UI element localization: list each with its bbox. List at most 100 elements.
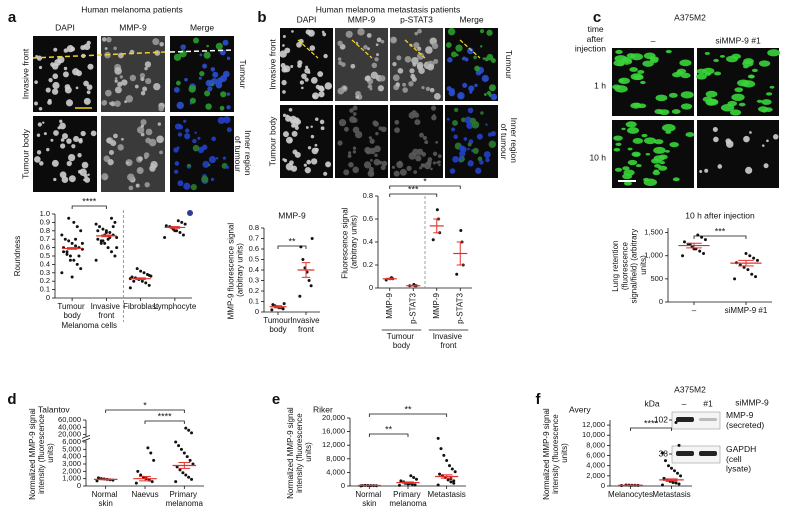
micrograph-texture [207, 163, 211, 167]
micrograph-texture [282, 158, 286, 161]
micrograph-texture [174, 123, 182, 130]
row-label: Invasive front [267, 39, 277, 90]
micrograph-texture [225, 165, 230, 169]
micrograph-texture [79, 168, 87, 176]
axis-break [81, 437, 91, 442]
band-label: GAPDH (cell lysate) [726, 444, 759, 474]
data-point [147, 283, 151, 287]
micrograph-texture [642, 60, 654, 67]
micrograph-texture [50, 138, 54, 142]
micrograph-texture [672, 72, 682, 78]
axis-break [81, 434, 91, 439]
data-point [660, 451, 664, 455]
column-header: siMMP-9 #1 [715, 35, 761, 45]
data-point [79, 267, 83, 271]
x-tick-label: Invasive front [91, 302, 123, 320]
x-tick-label: p-STAT3 [408, 292, 417, 323]
micrograph-texture [472, 147, 479, 154]
micrograph-texture [637, 103, 647, 109]
micrograph-texture [745, 166, 753, 174]
y-tick-label: 4,000 [62, 452, 81, 461]
micrograph-texture [322, 32, 327, 37]
micrograph-texture [396, 55, 402, 61]
dataset-label: Talantov [38, 404, 70, 414]
data-point [115, 236, 119, 240]
micrograph-texture [66, 138, 72, 144]
data-point [679, 474, 683, 478]
micrograph-texture [114, 86, 122, 94]
y-axis-label: Normalized MMP-9 signal intensity (fluor… [286, 405, 313, 499]
micrograph-texture [374, 153, 378, 158]
micrograph-texture [635, 163, 642, 168]
data-point [68, 258, 72, 262]
micrograph-texture [90, 130, 97, 137]
micrograph-texture [83, 97, 91, 105]
data-point [185, 455, 189, 459]
micrograph-texture [52, 81, 60, 90]
data-point [674, 481, 678, 485]
y-tick-label: 1.0 [40, 209, 50, 218]
y-tick-label: 0.3 [40, 268, 50, 277]
micrograph-texture [37, 122, 42, 127]
micrograph-texture [662, 124, 676, 132]
micrograph-texture [149, 165, 156, 172]
micrograph-texture [355, 92, 359, 96]
micrograph-texture [61, 133, 69, 140]
micrograph-texture [75, 70, 82, 77]
micrograph-texture [483, 93, 487, 96]
data-point [113, 254, 117, 258]
micrograph-texture [305, 126, 309, 129]
micrograph-texture [717, 164, 723, 169]
micrograph-texture [139, 72, 146, 79]
data-point [132, 279, 136, 283]
y-tick-label: 20,000 [58, 430, 81, 439]
micrograph-texture [226, 92, 231, 96]
micrograph-texture [324, 82, 332, 90]
micrograph-texture [372, 120, 378, 126]
micrograph-texture [623, 169, 635, 176]
y-tick-label: 0 [46, 293, 50, 302]
y-tick-label: 0.1 [249, 296, 259, 305]
micrograph-texture [653, 146, 666, 154]
column-header: Merge [190, 22, 214, 32]
micrograph-texture [458, 145, 465, 152]
micrograph-texture [712, 127, 718, 133]
micrograph-texture [220, 91, 227, 98]
micrograph-texture [406, 165, 412, 171]
y-tick-label: 0.8 [363, 191, 373, 200]
micrograph-texture [632, 137, 644, 144]
data-point [307, 279, 311, 282]
micrograph-texture [215, 81, 223, 89]
micrograph-texture [659, 160, 666, 165]
micrograph-texture [371, 62, 378, 69]
micrograph-texture [159, 41, 164, 47]
data-point [663, 459, 667, 463]
micrograph-texture [369, 138, 375, 144]
panel-label: c [593, 9, 601, 26]
micrograph-texture [145, 128, 153, 136]
micrograph-texture [159, 150, 163, 155]
micrograph-texture [337, 40, 343, 46]
micrograph-texture [452, 120, 458, 126]
micrograph-texture [310, 158, 318, 165]
data-point [270, 308, 274, 312]
y-tick-label: 16,000 [322, 427, 345, 436]
micrograph-texture [468, 85, 475, 92]
micrograph-texture [125, 159, 133, 167]
x-tick-label: Lymphocyte [153, 302, 196, 311]
data-point [62, 250, 66, 254]
y-axis-label: Normalized MMP-9 signal intensity (fluor… [542, 406, 569, 500]
micrograph-texture [476, 133, 483, 140]
micrograph-texture [319, 119, 325, 125]
significance-bracket [630, 427, 672, 431]
micrograph-texture [615, 49, 623, 55]
micrograph-texture [117, 81, 123, 87]
micrograph-texture [375, 43, 379, 47]
micrograph-texture [622, 166, 630, 171]
micrograph-texture [187, 163, 191, 168]
significance-label: * [143, 400, 147, 410]
micrograph-texture [758, 60, 771, 67]
micrograph-texture [138, 156, 143, 162]
data-point [98, 225, 102, 229]
